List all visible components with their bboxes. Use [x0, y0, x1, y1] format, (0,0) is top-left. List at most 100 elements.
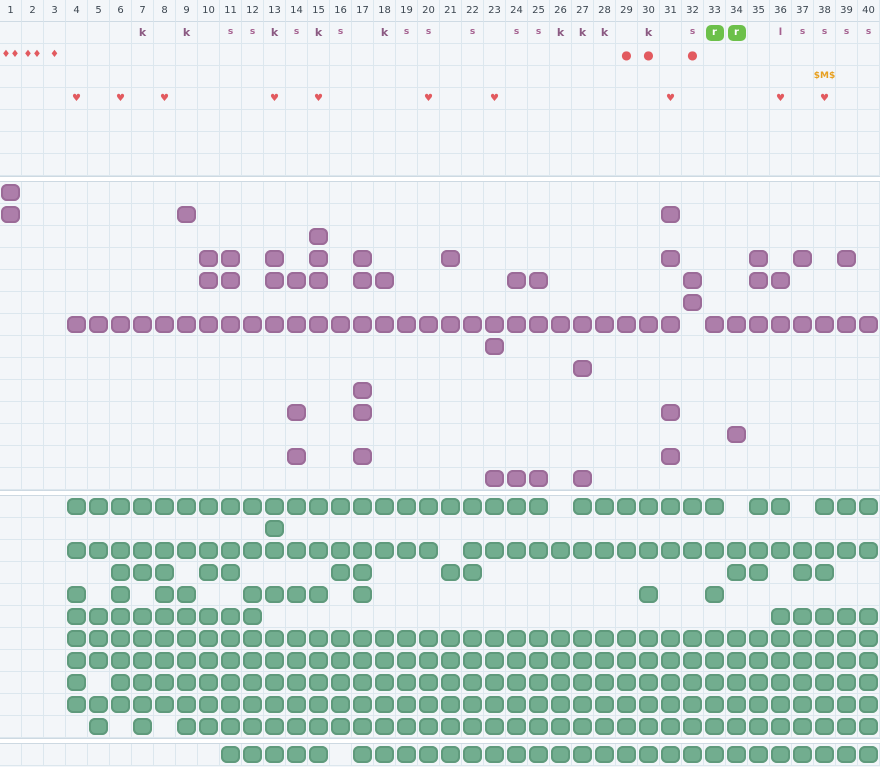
green-block[interactable] [485, 696, 504, 713]
grid-cell[interactable] [506, 672, 528, 694]
grid-cell[interactable] [396, 154, 418, 176]
grid-cell[interactable] [264, 562, 286, 584]
grid-cell[interactable] [440, 358, 462, 380]
grid-cell[interactable] [572, 446, 594, 468]
purple-block[interactable] [573, 360, 592, 377]
grid-cell[interactable] [616, 270, 638, 292]
grid-cell[interactable] [44, 110, 66, 132]
grid-cell[interactable]: ♥ [484, 88, 506, 110]
grid-cell[interactable] [704, 380, 726, 402]
grid-cell[interactable] [704, 650, 726, 672]
grid-cell[interactable]: s [462, 22, 484, 44]
grid-cell[interactable] [616, 540, 638, 562]
grid-cell[interactable] [88, 336, 110, 358]
grid-cell[interactable] [0, 744, 22, 766]
grid-cell[interactable] [770, 358, 792, 380]
grid-cell[interactable] [528, 424, 550, 446]
grid-cell[interactable] [726, 628, 748, 650]
grid-cell[interactable] [132, 694, 154, 716]
grid-cell[interactable] [792, 66, 814, 88]
grid-cell[interactable] [484, 402, 506, 424]
grid-cell[interactable] [770, 606, 792, 628]
grid-cell[interactable] [748, 88, 770, 110]
grid-cell[interactable] [374, 650, 396, 672]
grid-cell[interactable] [484, 672, 506, 694]
grid-cell[interactable] [66, 44, 88, 66]
green-block[interactable] [815, 542, 834, 559]
grid-cell[interactable] [418, 292, 440, 314]
green-block[interactable] [617, 746, 636, 763]
grid-cell[interactable] [770, 314, 792, 336]
grid-cell[interactable] [132, 88, 154, 110]
grid-cell[interactable] [88, 606, 110, 628]
grid-cell[interactable] [0, 66, 22, 88]
purple-block[interactable] [441, 250, 460, 267]
green-block[interactable] [309, 696, 328, 713]
purple-block[interactable] [793, 250, 812, 267]
grid-cell[interactable] [440, 88, 462, 110]
grid-cell[interactable]: k [308, 22, 330, 44]
grid-cell[interactable] [0, 562, 22, 584]
grid-cell[interactable] [594, 562, 616, 584]
grid-cell[interactable] [462, 110, 484, 132]
green-block[interactable] [111, 586, 130, 603]
grid-cell[interactable] [242, 744, 264, 766]
grid-cell[interactable] [308, 584, 330, 606]
grid-cell[interactable] [132, 110, 154, 132]
grid-cell[interactable] [748, 606, 770, 628]
grid-cell[interactable] [440, 314, 462, 336]
grid-cell[interactable] [330, 562, 352, 584]
grid-cell[interactable] [550, 110, 572, 132]
grid-cell[interactable] [770, 716, 792, 738]
green-block[interactable] [661, 746, 680, 763]
grid-cell[interactable] [88, 562, 110, 584]
grid-cell[interactable] [22, 110, 44, 132]
green-block[interactable] [661, 498, 680, 515]
green-block[interactable] [199, 542, 218, 559]
grid-cell[interactable] [506, 226, 528, 248]
grid-cell[interactable] [308, 204, 330, 226]
grid-cell[interactable] [660, 132, 682, 154]
grid-cell[interactable] [704, 402, 726, 424]
grid-cell[interactable] [506, 468, 528, 490]
grid-cell[interactable] [594, 292, 616, 314]
green-block[interactable] [463, 718, 482, 735]
green-block[interactable] [221, 652, 240, 669]
green-block[interactable] [441, 498, 460, 515]
grid-cell[interactable] [440, 496, 462, 518]
green-block[interactable] [111, 608, 130, 625]
grid-cell[interactable] [330, 270, 352, 292]
grid-cell[interactable] [660, 358, 682, 380]
grid-cell[interactable] [264, 248, 286, 270]
grid-cell[interactable] [198, 182, 220, 204]
green-block[interactable] [243, 746, 262, 763]
grid-cell[interactable] [176, 226, 198, 248]
grid-cell[interactable] [220, 358, 242, 380]
grid-cell[interactable] [22, 402, 44, 424]
grid-cell[interactable] [462, 248, 484, 270]
green-block[interactable] [793, 652, 812, 669]
grid-cell[interactable] [748, 672, 770, 694]
grid-cell[interactable] [286, 540, 308, 562]
grid-cell[interactable] [242, 562, 264, 584]
purple-block[interactable] [551, 316, 570, 333]
green-block[interactable] [133, 608, 152, 625]
grid-cell[interactable] [22, 606, 44, 628]
grid-cell[interactable] [110, 182, 132, 204]
grid-cell[interactable] [550, 154, 572, 176]
grid-cell[interactable] [396, 248, 418, 270]
grid-cell[interactable] [836, 672, 858, 694]
grid-cell[interactable] [594, 132, 616, 154]
green-block[interactable] [815, 652, 834, 669]
grid-cell[interactable] [44, 182, 66, 204]
grid-cell[interactable] [176, 44, 198, 66]
grid-cell[interactable] [792, 716, 814, 738]
grid-cell[interactable] [726, 380, 748, 402]
grid-cell[interactable] [440, 270, 462, 292]
grid-cell[interactable] [506, 248, 528, 270]
grid-cell[interactable] [682, 424, 704, 446]
green-block[interactable] [507, 718, 526, 735]
green-block[interactable] [617, 718, 636, 735]
grid-cell[interactable] [176, 584, 198, 606]
grid-cell[interactable] [110, 226, 132, 248]
